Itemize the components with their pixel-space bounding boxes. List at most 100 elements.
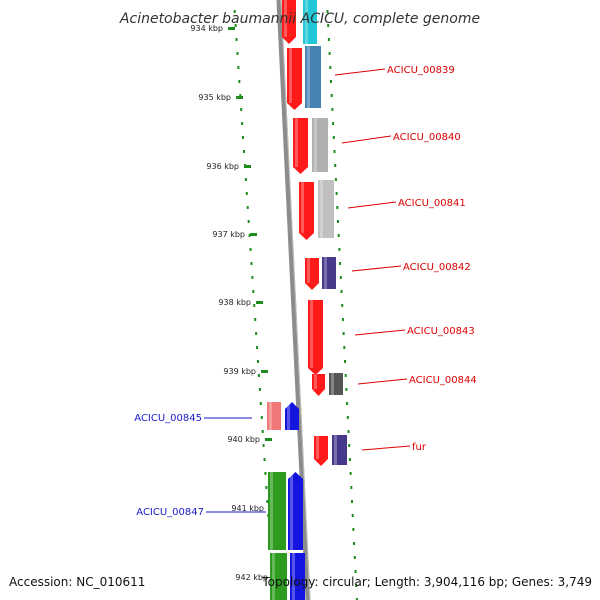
gene-label[interactable]: ACICU_00844: [409, 375, 477, 386]
tick-mark: [244, 165, 251, 168]
gene-feature: [285, 402, 299, 430]
ring-dot: [246, 206, 249, 209]
ring-dot: [243, 150, 245, 153]
ring-dot: [262, 444, 265, 447]
gene-label[interactable]: fur: [412, 442, 427, 453]
ring-dot: [344, 360, 346, 363]
gene-feature-shine: [307, 258, 310, 283]
gene-feature-shine: [287, 402, 290, 430]
tick-mark: [261, 370, 268, 373]
tick-label: 938 kbp: [218, 298, 251, 307]
ring-dot: [350, 486, 353, 489]
ring-dot: [253, 304, 256, 307]
accession-text: Accession: NC_010611: [9, 575, 145, 589]
gene-label[interactable]: ACICU_00847: [136, 507, 204, 518]
gene-label[interactable]: ACICU_00839: [387, 65, 455, 76]
gene-feature: [318, 180, 334, 238]
ring-dot: [239, 94, 242, 97]
gene-feature-shine: [295, 118, 298, 167]
gene-label[interactable]: ACICU_00842: [403, 262, 471, 273]
ring-dot: [329, 66, 332, 69]
ring-dot: [245, 192, 248, 195]
gene-label[interactable]: ACICU_00843: [407, 326, 475, 337]
label-leader: [347, 201, 397, 209]
tick-mark: [265, 438, 272, 441]
gene-feature: [314, 436, 328, 466]
gene-feature-shine: [314, 118, 317, 172]
ring-dot: [335, 192, 338, 195]
ring-dot: [344, 374, 347, 377]
ring-dot: [349, 472, 352, 475]
ring-dot: [263, 458, 266, 461]
gene-feature: [290, 553, 305, 600]
gene-feature-shine: [270, 472, 273, 550]
gene-label[interactable]: ACICU_00841: [398, 198, 466, 209]
ring-dot: [261, 430, 264, 433]
gene-feature-shine: [324, 257, 327, 289]
gene-feature-shine: [289, 48, 292, 103]
gene-label[interactable]: ACICU_00845: [134, 413, 202, 424]
ring-dot: [342, 332, 345, 335]
gene-feature: [308, 300, 323, 375]
ring-dot: [337, 220, 339, 223]
ring-dot: [257, 374, 260, 377]
gene-feature-shine: [269, 402, 272, 430]
ring-dot: [354, 570, 357, 573]
ring-dot: [331, 108, 334, 111]
gene-label[interactable]: ACICU_00840: [393, 132, 461, 143]
ring-dot: [236, 52, 239, 55]
genome-backbone-highlight: [280, 0, 311, 600]
ring-dot: [233, 10, 236, 13]
ring-dot: [252, 290, 255, 293]
tick-mark: [236, 96, 243, 99]
ring-dot: [347, 430, 350, 433]
ring-dot: [346, 416, 349, 419]
tick-mark: [250, 233, 257, 236]
ring-dot: [248, 234, 251, 237]
ring-dot: [334, 164, 337, 167]
ring-dot: [257, 360, 259, 363]
gene-feature-shine: [334, 435, 337, 465]
gene-feature-shine: [305, 0, 308, 44]
ring-dot: [339, 276, 342, 279]
ring-dot: [244, 178, 247, 181]
gene-feature-shine: [290, 472, 293, 550]
ring-dot: [336, 206, 339, 209]
map-title: Acinetobacter baumannii ACICU, complete …: [119, 11, 480, 27]
ring-dot: [338, 248, 341, 251]
gene-feature-shine: [310, 300, 313, 368]
tick-mark: [228, 27, 235, 30]
ring-dot: [334, 178, 337, 181]
gene-feature-shine: [272, 553, 275, 600]
ring-dot: [237, 66, 240, 69]
ring-dot: [341, 318, 344, 321]
ring-dot: [348, 458, 351, 461]
ring-dot: [348, 444, 351, 447]
gene-feature: [299, 182, 314, 240]
ring-dot: [328, 52, 331, 55]
gene-feature: [332, 435, 347, 465]
ring-dot: [256, 346, 259, 349]
gene-feature: [305, 258, 319, 290]
ring-dot: [330, 80, 332, 83]
ring-dot: [345, 388, 348, 391]
ring-dot: [247, 220, 250, 223]
label-leader: [357, 378, 408, 385]
ring-dot: [255, 332, 258, 335]
ring-dot: [330, 94, 333, 97]
gene-feature: [268, 472, 286, 550]
inner-ring-dots: [326, 10, 358, 600]
gene-feature-shine: [331, 373, 334, 395]
ring-dot: [351, 500, 353, 503]
gene-feature: [287, 48, 302, 110]
tick-label: 934 kbp: [190, 24, 223, 33]
gene-feature: [267, 402, 281, 430]
gene-feature: [329, 373, 343, 395]
ring-dot: [333, 150, 336, 153]
tick-mark: [256, 301, 263, 304]
gene-feature: [305, 46, 321, 108]
tick-label: 942 kbp: [235, 573, 268, 582]
ring-dot: [326, 10, 329, 13]
ring-dot: [327, 24, 330, 27]
